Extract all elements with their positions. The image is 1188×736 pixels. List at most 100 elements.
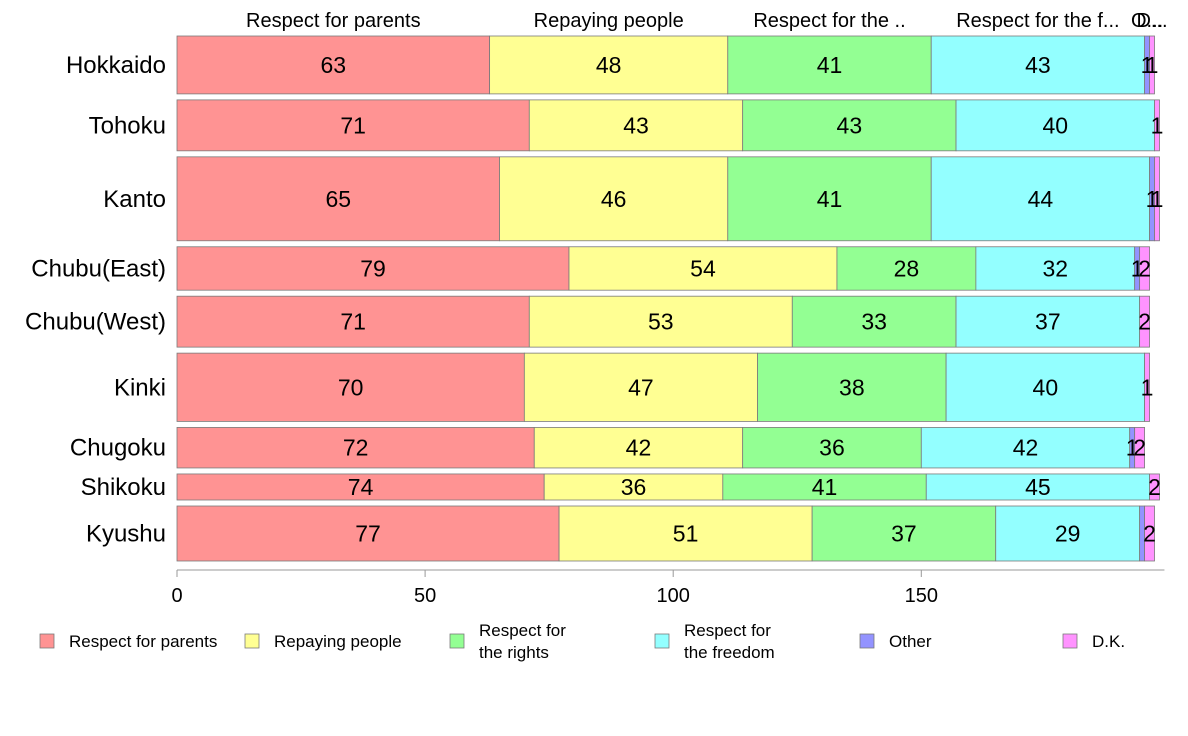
bar-segment [995, 505, 1141, 562]
top-label-1: Repaying people [534, 10, 684, 32]
bar-value-label: 41 [817, 186, 843, 212]
top-series-labels: Respect for parents Repaying people Respec… [246, 10, 1168, 32]
category-label: Hokkaido [66, 52, 166, 79]
bar-segment [975, 246, 1136, 291]
bar-value-label: 37 [891, 521, 917, 547]
bar-value-label: 42 [1013, 435, 1039, 461]
bar-value-label: 53 [648, 309, 674, 335]
legend-swatch [449, 633, 465, 649]
y-axis-labels: Hokkaido Tohoku Kanto Chubu(East) Chubu(West… [25, 52, 166, 548]
legend-label: Other [889, 632, 932, 651]
bar-value-label: 29 [1055, 521, 1081, 547]
bar-value-label: 43 [623, 112, 649, 138]
bar-value-label: 74 [348, 474, 374, 500]
bar-value-label: 2 [1133, 435, 1146, 461]
bar-value-label: 37 [1035, 309, 1061, 335]
bar-segment [757, 352, 947, 422]
bar-segment [499, 156, 729, 242]
x-tick-label: 100 [657, 585, 690, 607]
bar-segment [489, 35, 729, 95]
category-label: Kyushu [86, 521, 166, 548]
x-tick-label: 50 [414, 585, 436, 607]
bar-value-label: 40 [1042, 112, 1068, 138]
legend: Respect for parents Repaying people Respec… [39, 621, 1125, 662]
bar-segment [176, 156, 500, 242]
bar-segment [1154, 156, 1160, 242]
bar-segment [176, 246, 570, 291]
bar-value-label: 44 [1028, 186, 1054, 212]
bar-value-label: 1 [1141, 374, 1154, 400]
legend-label: D.K. [1092, 632, 1125, 651]
top-label-5: D... [1136, 10, 1167, 32]
legend-label: Respect for [684, 621, 771, 640]
category-label: Chubu(East) [31, 255, 166, 282]
bar-value-label: 79 [360, 255, 386, 281]
bar-segment [811, 505, 997, 562]
bar-value-label: 70 [338, 374, 364, 400]
bar-value-label: 2 [1143, 521, 1156, 547]
bar-segment [176, 473, 545, 501]
legend-label: Respect for parents [69, 632, 217, 651]
bar-segment [955, 295, 1141, 348]
bar-value-label: 43 [837, 112, 863, 138]
bar-segment [543, 473, 724, 501]
bar-segment [1154, 99, 1160, 152]
bar-value-label: 48 [596, 52, 622, 78]
category-label: Shikoku [81, 474, 166, 501]
bar-segment [1134, 427, 1145, 469]
bar-value-label: 47 [628, 374, 654, 400]
bar-segment [533, 427, 744, 469]
bar-segment [1144, 352, 1150, 422]
bar-value-label: 36 [819, 435, 845, 461]
bar-value-label: 71 [340, 112, 366, 138]
bar-value-label: 2 [1138, 309, 1151, 335]
legend-label: the freedom [684, 643, 775, 662]
bar-value-label: 72 [343, 435, 369, 461]
bar-segment [722, 473, 927, 501]
category-label: Kinki [114, 374, 166, 401]
bar-segment [1139, 246, 1150, 291]
bar-segment [930, 156, 1150, 242]
bar-segment [930, 35, 1145, 95]
bar-value-label: 41 [812, 474, 838, 500]
bar-segment [568, 246, 838, 291]
top-label-0: Respect for parents [246, 10, 421, 32]
legend-swatch [39, 633, 55, 649]
bar-value-label: 32 [1042, 255, 1068, 281]
bar-segment [176, 352, 525, 422]
bar-segment [528, 295, 793, 348]
bar-segment [1149, 473, 1160, 501]
bar-value-label: 51 [673, 521, 699, 547]
bar-segment [955, 99, 1155, 152]
bar-segment [558, 505, 813, 562]
bar-segment [176, 295, 530, 348]
bar-value-label: 1 [1151, 186, 1164, 212]
bar-value-label: 2 [1148, 474, 1161, 500]
legend-swatch [244, 633, 260, 649]
bar-segment [1139, 295, 1150, 348]
top-label-4: O... [1131, 10, 1163, 32]
bar-segment [528, 99, 744, 152]
bar-segment [1144, 505, 1155, 562]
category-label: Chubu(West) [25, 309, 166, 336]
top-label-2: Respect for the .. [753, 10, 905, 32]
bar-segment [791, 295, 957, 348]
bar-segment [176, 505, 560, 562]
bar-segment [523, 352, 758, 422]
legend-label: Respect for [479, 621, 566, 640]
bar-value-label: 63 [321, 52, 347, 78]
bar-value-label: 43 [1025, 52, 1051, 78]
bar-value-label: 54 [690, 255, 716, 281]
bar-segment [1149, 35, 1155, 95]
legend-swatch [859, 633, 875, 649]
bar-segment [836, 246, 977, 291]
bar-value-label: 28 [894, 255, 920, 281]
bar-value-label: 45 [1025, 474, 1051, 500]
bar-segment [727, 156, 932, 242]
legend-label: Repaying people [274, 632, 402, 651]
bar-value-label: 38 [839, 374, 865, 400]
legend-swatch [1062, 633, 1078, 649]
bar-segment [176, 99, 530, 152]
